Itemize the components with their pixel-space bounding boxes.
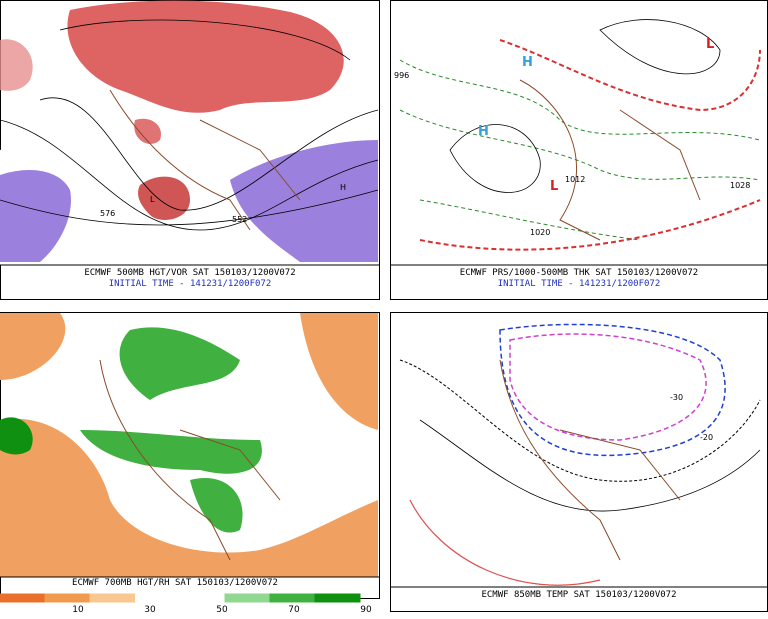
contour-label: 552 (232, 215, 247, 224)
humidity-shading (0, 417, 33, 455)
isotherm (409, 499, 601, 586)
vorticity-shading (67, 0, 344, 113)
isobar-label: 1012 (565, 175, 585, 184)
colorbar-segment (314, 593, 361, 603)
isobar (599, 19, 721, 75)
colorbar-segment (269, 593, 316, 603)
vorticity-shading (0, 170, 71, 262)
vorticity-shading (134, 118, 161, 144)
contour-line (39, 97, 379, 211)
humidity-shading (0, 418, 378, 577)
thickness-contour (419, 199, 641, 241)
isotherm (509, 333, 707, 441)
humidity-shading (190, 478, 243, 533)
panel-pressure-thickness: H H L L 1020 1012 1028 996 ECMWF PRS/100… (390, 0, 768, 300)
colorbar-segment (180, 594, 225, 602)
isotherm (499, 323, 726, 457)
thickness-contour (419, 199, 761, 251)
pressure-center: L (550, 179, 558, 194)
colorbar-segment (135, 594, 180, 602)
colorbar: 10 30 50 70 90 (0, 593, 372, 615)
contour-label: 576 (100, 209, 115, 218)
coastline (99, 359, 281, 561)
panel-frame (390, 0, 768, 300)
colorbar-tick-label: 10 (72, 605, 84, 615)
coastline (519, 79, 701, 241)
humidity-shading (300, 313, 378, 430)
thickness-contour (399, 109, 761, 181)
isotherm-label: -30 (670, 393, 683, 402)
isotherm (399, 359, 761, 482)
isobar-label: 1020 (530, 228, 550, 237)
thickness-contour (499, 39, 761, 112)
panel-caption: ECMWF PRS/1000-500MB THK SAT 150103/1200… (460, 268, 698, 278)
panel-caption: ECMWF 500MB HGT/VOR SAT 150103/1200V072 (84, 268, 295, 278)
panel-500mb: 576 552 H L ECMWF 500MB HGT/VOR SAT 1501… (0, 0, 380, 300)
thickness-contour (399, 59, 761, 141)
vorticity-shading (230, 140, 378, 262)
isotherm-label: -20 (700, 433, 713, 442)
isobar-label: 996 (394, 71, 409, 80)
colorbar-segment (224, 593, 271, 603)
colorbar-tick-label: 90 (360, 605, 372, 615)
humidity-shading (0, 313, 66, 380)
isobar (449, 124, 541, 193)
panel-frame (390, 312, 768, 612)
colorbar-segment (44, 593, 91, 603)
humidity-shading (80, 430, 262, 474)
contour-line (59, 19, 351, 61)
panel-700mb-rh: ECMWF 700MB HGT/RH SAT 150103/1200V072 1… (0, 312, 380, 615)
colorbar-tick-label: 70 (288, 605, 300, 615)
initial-time: INITIAL TIME - 141231/1200F072 (109, 279, 272, 289)
contour-line (0, 119, 379, 231)
contour-label: H (340, 183, 346, 192)
pressure-center: H (478, 124, 489, 139)
colorbar-tick-label: 30 (144, 605, 156, 615)
isotherm (419, 419, 761, 512)
panel-caption: ECMWF 700MB HGT/RH SAT 150103/1200V072 (72, 578, 278, 588)
colorbar-tick-label: 50 (216, 605, 228, 615)
coastline (499, 359, 681, 561)
pressure-center: H (522, 55, 533, 70)
vorticity-shading (0, 39, 33, 91)
contour-line (0, 189, 379, 226)
initial-time: INITIAL TIME - 141231/1200F072 (498, 279, 661, 289)
panel-850mb-temp: -30 -20 ECMWF 850MB TEMP SAT 150103/1200… (390, 312, 768, 612)
pressure-center: L (706, 37, 714, 52)
colorbar-segment (89, 593, 136, 603)
humidity-shading (119, 327, 240, 400)
panel-caption: ECMWF 850MB TEMP SAT 150103/1200V072 (481, 590, 676, 600)
contour-label: L (150, 195, 155, 204)
coastline (109, 89, 301, 231)
isobar-label: 1028 (730, 181, 750, 190)
colorbar-segment (0, 593, 46, 603)
